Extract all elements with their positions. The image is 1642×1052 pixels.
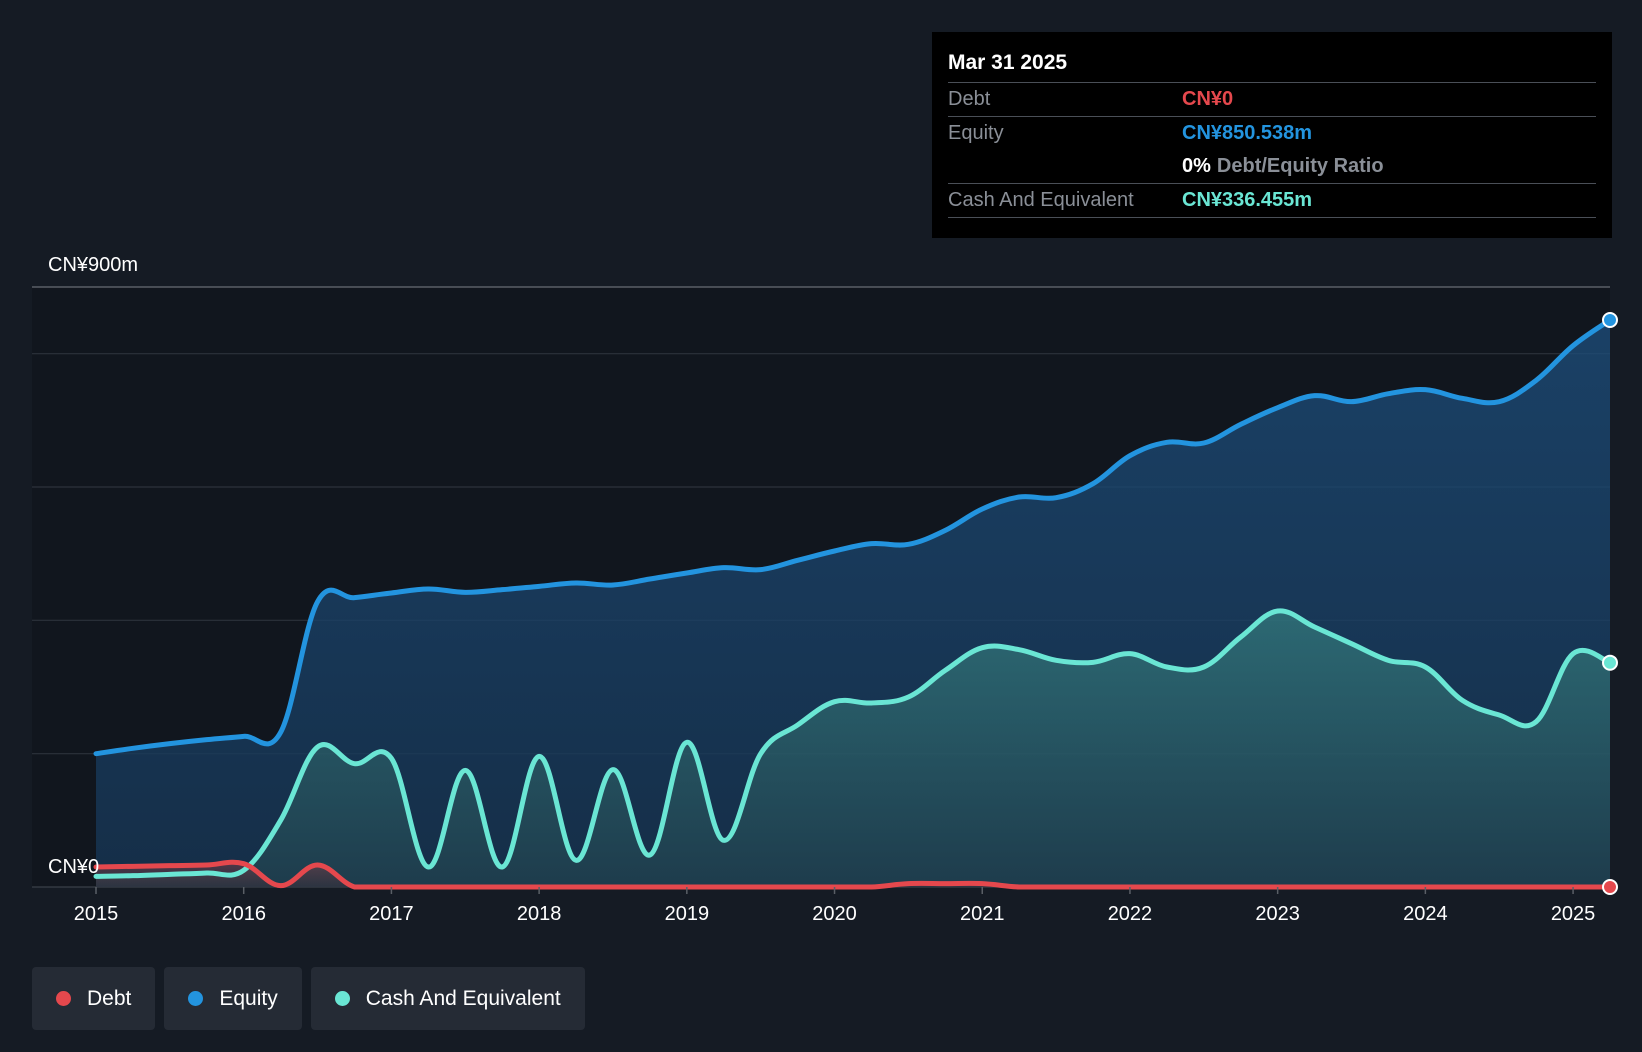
x-tick-label-2025: 2025 [1551,903,1596,925]
cash-line [93,608,1613,879]
debt-end-marker [1602,879,1618,895]
series-areas [96,319,1610,888]
tooltip-equity-value: CN¥850.538m [1182,122,1313,144]
debt-dot-icon [56,991,71,1006]
tooltip-debt-value: CN¥0 [1182,88,1234,110]
debt-area [96,862,1610,887]
x-tick-label-2021: 2021 [960,903,1005,925]
x-tick-label-2015: 2015 [74,903,119,925]
hover-tooltip: Mar 31 2025 Debt CN¥0 Equity CN¥850.538m… [932,32,1612,238]
x-tick-label-2023: 2023 [1255,903,1300,925]
legend-equity-label: Equity [219,986,278,1010]
y-axis-labels: CN¥900m CN¥0 [48,254,138,878]
tooltip-cash-label: Cash And Equivalent [948,189,1134,211]
y-label-0: CN¥0 [48,856,99,878]
x-tick-label-2016: 2016 [221,903,266,925]
x-tick-label-2019: 2019 [665,903,710,925]
equity-dot-icon [188,991,204,1006]
legend-item-cash[interactable]: Cash And Equivalent [310,967,585,1030]
cash-area [96,610,1610,887]
x-tick-label-2024: 2024 [1403,903,1448,925]
equity-line [93,317,1613,757]
x-tick-label-2018: 2018 [517,903,562,925]
x-tick-label-2022: 2022 [1108,903,1153,925]
y-label-900: CN¥900m [48,254,138,276]
tooltip-ratio-row: 0% Debt/Equity Ratio [948,150,1596,184]
tooltip-debt-label: Debt [948,88,991,110]
x-tick-label-2020: 2020 [812,903,857,925]
cash-end-marker [1602,654,1618,671]
legend-item-debt[interactable]: Debt [32,967,156,1030]
equity-end-marker [1602,311,1618,328]
tooltip-ratio-label: Debt/Equity Ratio [1216,155,1384,177]
tooltip-cash-value: CN¥336.455m [1182,189,1313,211]
tooltip-debt-row: Debt CN¥0 [948,83,1596,117]
legend-item-equity[interactable]: Equity [164,967,302,1030]
tooltip-cash-row: Cash And Equivalent CN¥336.455m [948,184,1596,218]
legend-debt-label: Debt [87,986,132,1010]
x-axis-ticks: 2015 2016 2017 2018 2019 2020 2021 2022 2023 2024… [74,887,1596,925]
series-end-markers [1602,311,1618,895]
tooltip-equity-row: Equity CN¥850.538m [948,117,1596,150]
debt-equity-chart: CN¥900m CN¥0 2015 2016 2017 2018 2019 2020 2021… [32,254,1618,925]
cash-dot-icon [334,991,350,1006]
tooltip-date: Mar 31 2025 [948,44,1596,83]
x-tick-label-2017: 2017 [369,903,414,925]
tooltip-ratio-value: 0% [1182,155,1211,177]
chart-legend: Debt Equity Cash And Equivalent [32,967,585,1030]
legend-cash-label: Cash And Equivalent [365,986,561,1010]
tooltip-equity-label: Equity [948,122,1004,144]
